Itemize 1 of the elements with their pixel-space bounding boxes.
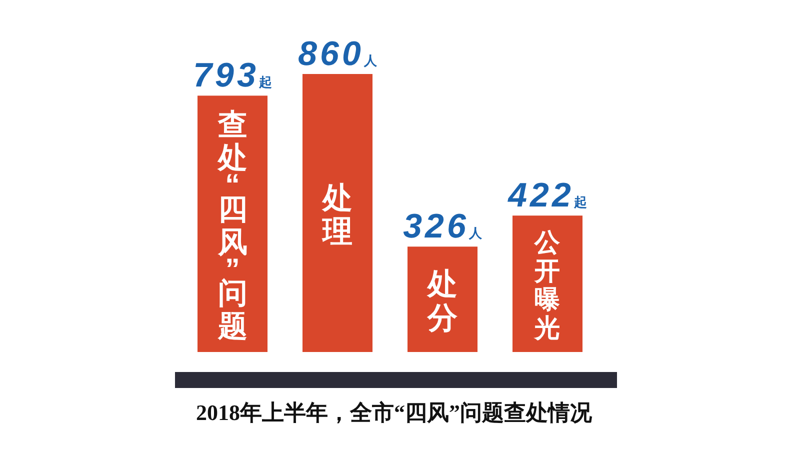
title: 2018年上半年，全市“四风”问题查处情况 xyxy=(196,400,592,425)
